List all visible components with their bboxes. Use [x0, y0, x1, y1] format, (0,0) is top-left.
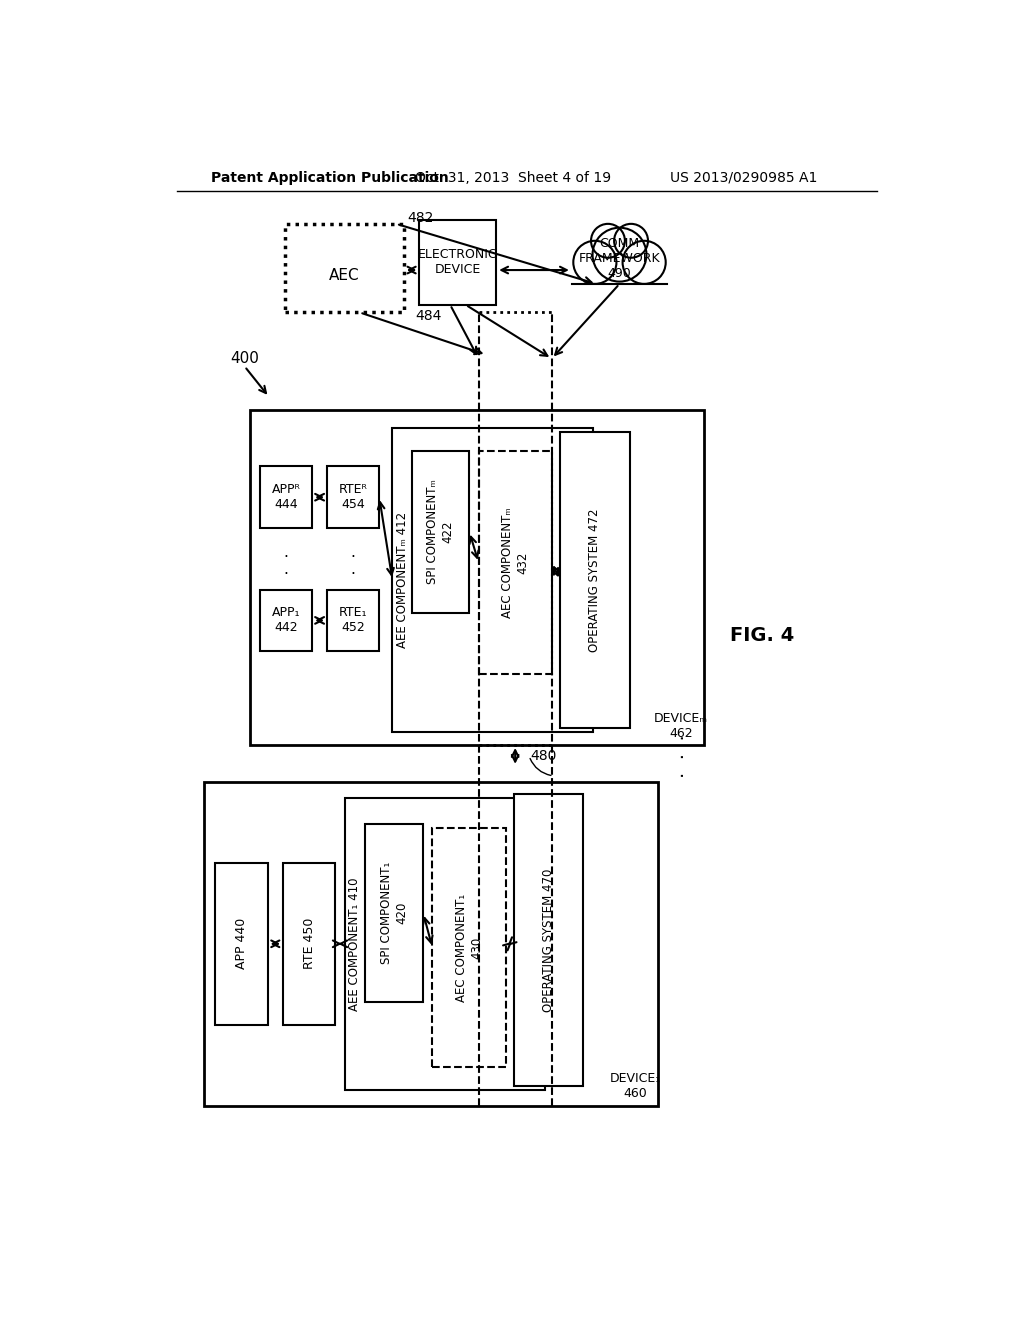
- Text: OPERATING SYSTEM 470: OPERATING SYSTEM 470: [542, 869, 555, 1011]
- Text: FIG. 4: FIG. 4: [730, 626, 794, 645]
- Text: OPERATING SYSTEM 472: OPERATING SYSTEM 472: [589, 508, 601, 652]
- Text: AEE COMPONENT₁ 410: AEE COMPONENT₁ 410: [348, 876, 361, 1011]
- Text: DEVICEₘ
462: DEVICEₘ 462: [654, 711, 709, 741]
- Bar: [215, 863, 267, 1024]
- Bar: [366, 825, 423, 1002]
- Text: ·
·
·: · · ·: [350, 549, 355, 599]
- Bar: [260, 466, 312, 528]
- Bar: [327, 590, 379, 651]
- Bar: [285, 224, 403, 313]
- Text: US 2013/0290985 A1: US 2013/0290985 A1: [670, 170, 817, 185]
- Text: AEC COMPONENT₁
430: AEC COMPONENT₁ 430: [455, 894, 483, 1002]
- Text: DEVICE₁
460: DEVICE₁ 460: [609, 1072, 660, 1101]
- Bar: [204, 781, 658, 1106]
- Bar: [419, 220, 497, 305]
- Text: ·
·
·: · · ·: [284, 549, 289, 599]
- Text: COMM
FRAMEWORK
490: COMM FRAMEWORK 490: [579, 238, 660, 280]
- Bar: [412, 451, 469, 612]
- Text: 480: 480: [530, 748, 557, 763]
- Circle shape: [591, 224, 625, 257]
- Text: RTE 450: RTE 450: [303, 919, 315, 969]
- Bar: [482, 466, 548, 659]
- Bar: [283, 863, 336, 1024]
- Text: APP₁
442: APP₁ 442: [271, 606, 300, 635]
- Circle shape: [573, 240, 616, 284]
- Text: RTEᴿ
454: RTEᴿ 454: [339, 483, 368, 511]
- Bar: [432, 829, 506, 1067]
- Bar: [345, 797, 545, 1090]
- Text: 484: 484: [416, 309, 441, 323]
- Text: AEE COMPONENTₘ 412: AEE COMPONENTₘ 412: [396, 512, 409, 648]
- Text: APP 440: APP 440: [234, 919, 248, 969]
- Text: Patent Application Publication: Patent Application Publication: [211, 170, 450, 185]
- Text: APPᴿ
444: APPᴿ 444: [271, 483, 300, 511]
- Bar: [327, 466, 379, 528]
- Bar: [560, 432, 630, 729]
- Text: 400: 400: [230, 351, 259, 366]
- Bar: [250, 411, 705, 744]
- Text: SPI COMPONENTₘ
422: SPI COMPONENTₘ 422: [426, 479, 455, 585]
- Text: ·  ·  ·: · · ·: [676, 734, 694, 777]
- Bar: [514, 793, 584, 1086]
- Circle shape: [614, 224, 648, 257]
- Text: RTE₁
452: RTE₁ 452: [339, 606, 368, 635]
- Bar: [260, 590, 312, 651]
- Text: 482: 482: [408, 211, 434, 224]
- Bar: [478, 451, 552, 675]
- Text: AEC: AEC: [329, 268, 359, 284]
- Circle shape: [593, 227, 646, 281]
- Text: Oct. 31, 2013  Sheet 4 of 19: Oct. 31, 2013 Sheet 4 of 19: [416, 170, 611, 185]
- Text: AEC COMPONENTₘ
432: AEC COMPONENTₘ 432: [501, 507, 529, 618]
- Text: ELECTRONIC
DEVICE: ELECTRONIC DEVICE: [418, 248, 498, 276]
- Bar: [436, 843, 502, 1052]
- Bar: [392, 428, 593, 733]
- Circle shape: [623, 240, 666, 284]
- Text: SPI COMPONENT₁
420: SPI COMPONENT₁ 420: [380, 862, 409, 964]
